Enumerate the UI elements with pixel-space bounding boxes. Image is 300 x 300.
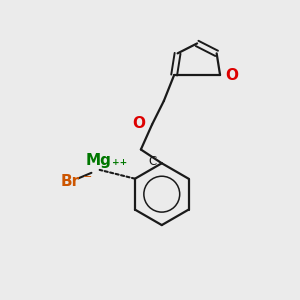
Text: −: − (83, 172, 92, 182)
Text: Mg: Mg (85, 152, 111, 167)
Text: O: O (133, 116, 146, 131)
Text: C: C (149, 155, 157, 168)
Text: O: O (225, 68, 238, 82)
Text: ++: ++ (112, 158, 127, 167)
Text: Br: Br (61, 174, 80, 189)
